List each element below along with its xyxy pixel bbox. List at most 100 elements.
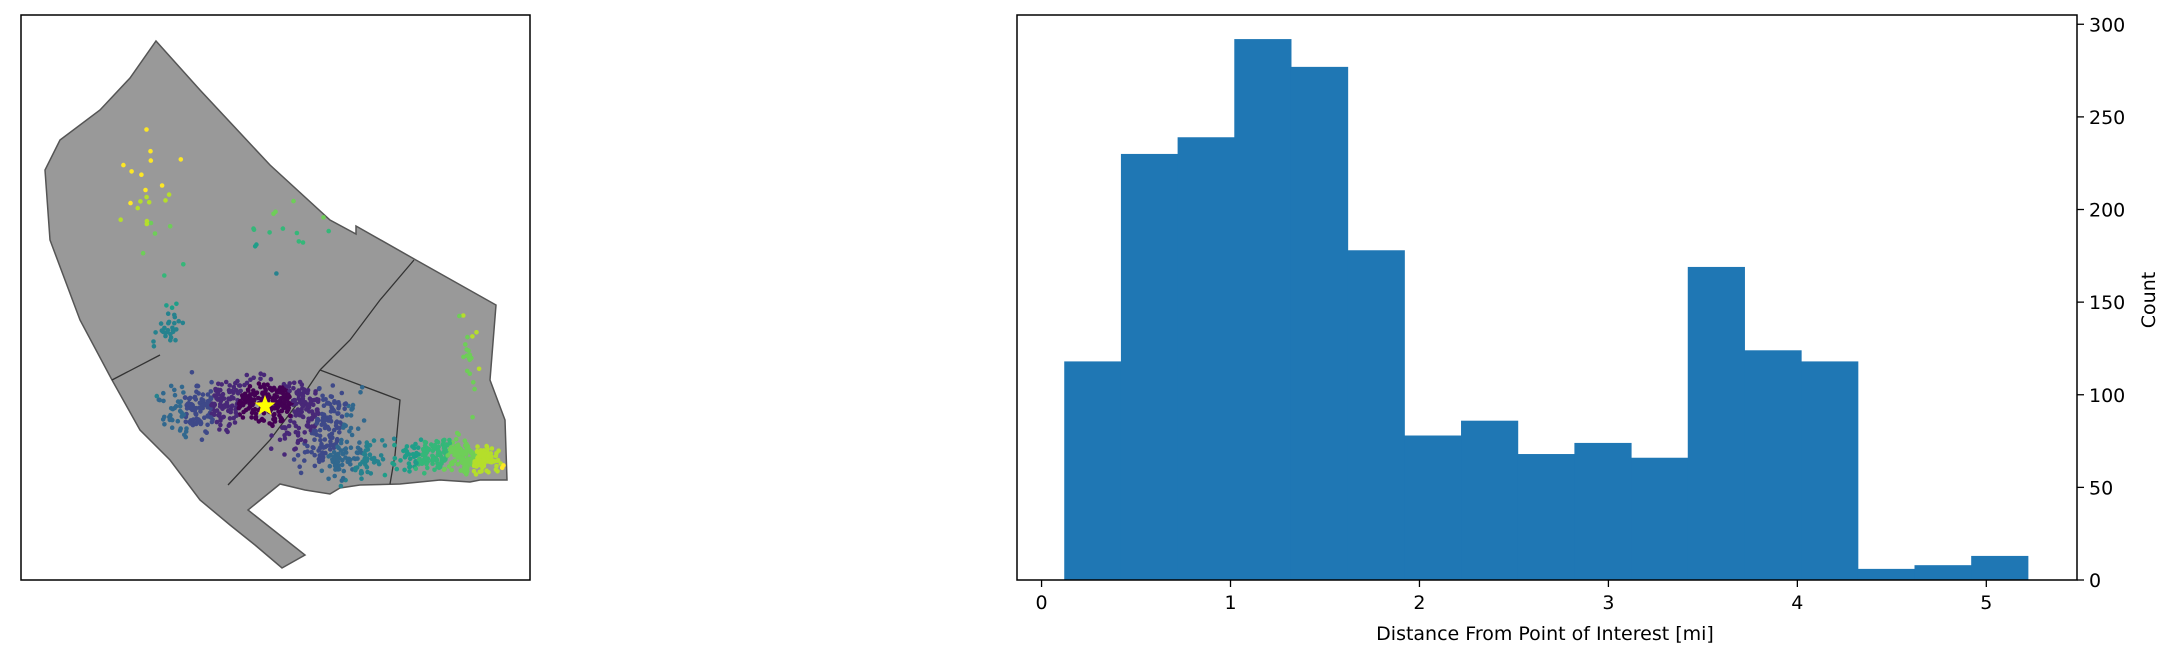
map-point [328,394,334,399]
map-point [285,407,291,413]
map-point [174,301,179,307]
map-point [295,430,301,436]
map-point [343,401,349,406]
map-point [209,419,215,425]
x-axis-label: Distance From Point of Interest [mi] [1376,623,1714,645]
map-point [246,388,251,393]
map-point [331,408,337,414]
map-point [167,416,173,421]
map-point [376,461,382,467]
map-point [249,415,254,420]
map-point [353,456,358,462]
map-point [265,382,270,388]
map-point [189,406,194,412]
map-point [407,469,412,474]
map-point [407,456,413,462]
map-point [349,432,355,438]
map-point [153,330,158,335]
map-point [271,417,277,422]
map-point [287,381,293,386]
map-point [156,397,162,403]
map-point [418,460,423,466]
boundary-line [111,354,161,381]
map-point [295,440,301,446]
map-point [317,433,323,439]
map-point [337,430,342,435]
map-point [410,444,415,449]
map-point [449,467,455,473]
map-point [234,413,239,419]
map-point [217,411,222,417]
histogram-bar [1574,442,1632,580]
map-point [495,469,500,474]
map-point [276,409,281,414]
map-point [361,451,367,457]
histogram-bar [1517,454,1575,580]
map-point [364,464,370,470]
map-point [298,437,304,443]
map-point [410,452,416,457]
y-axis-label: Count [2138,272,2160,328]
map-point [326,476,331,482]
map-point [277,437,283,443]
map-point [227,383,232,388]
map-point [218,387,223,393]
map-point [250,407,256,413]
map-point [415,445,421,451]
map-point [296,388,302,393]
map-point [269,433,274,438]
map-point [320,393,325,399]
map-point [300,398,305,404]
map-point [474,448,480,454]
map-point [330,435,335,441]
map-point [331,450,337,455]
map-point [252,392,258,398]
map-point [253,411,259,416]
map-point [128,200,133,206]
map-point [172,312,177,318]
map-point [162,325,167,331]
histogram-bar [1120,153,1179,580]
histogram-bar [1234,39,1292,580]
map-point [148,148,153,154]
map-point [432,467,437,473]
map-point [436,444,441,450]
map-point [205,392,211,397]
map-point [166,320,171,326]
map-point [321,397,326,403]
map-point [309,449,314,455]
map-point [281,398,287,404]
map-point [332,399,337,404]
map-point [340,475,346,481]
map-point [148,220,154,226]
map-point [218,415,223,420]
map-point [303,438,308,444]
y-tick-label: 250 [2089,107,2125,129]
map-point [255,395,261,401]
map-point [382,443,388,448]
map-point [341,425,346,430]
map-point [291,198,296,204]
map-point [188,402,194,408]
map-point [319,411,325,417]
map-point [355,426,361,432]
map-point [394,466,400,472]
map-point [454,430,460,436]
map-point [392,456,398,461]
map-point [328,452,333,458]
map-point [235,378,240,384]
map-point [256,381,262,386]
map-point [189,370,195,375]
map-point [355,450,361,456]
map-point [317,446,323,451]
map-point [226,396,231,402]
y-tick-label: 50 [2089,477,2113,499]
map-point [151,344,157,349]
map-point [475,444,480,449]
map-point [204,401,210,406]
map-point [229,403,234,409]
map-point [391,436,397,442]
map-point [420,447,426,452]
map-point [276,390,282,395]
